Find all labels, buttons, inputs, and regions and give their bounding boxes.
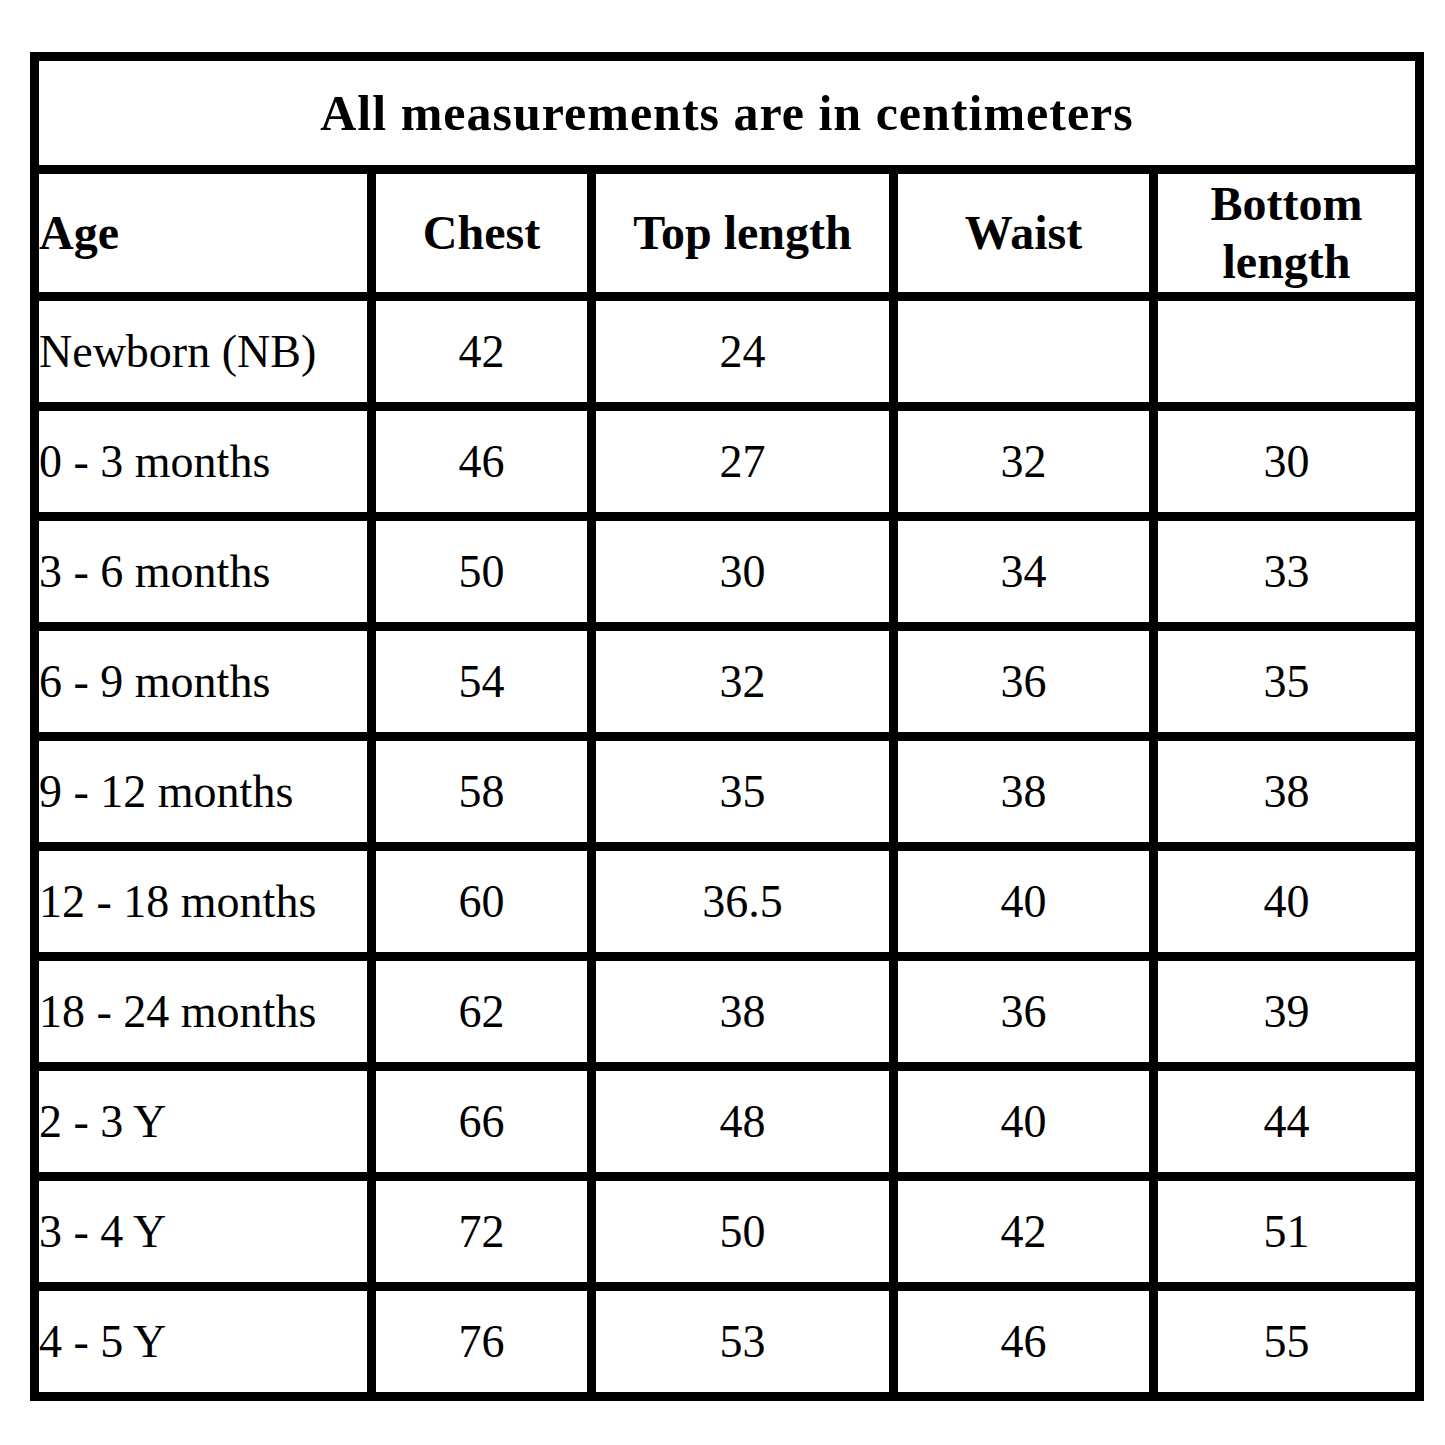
table-row-newborn: Newborn (NB) 42 24 <box>35 297 1420 407</box>
cell-age: 2 - 3 Y <box>35 1067 372 1177</box>
cell-age: 18 - 24 months <box>35 957 372 1067</box>
cell-waist: 46 <box>894 1287 1154 1397</box>
cell-bottom-length <box>1154 297 1420 407</box>
cell-waist: 42 <box>894 1177 1154 1287</box>
table-row-2-3-y: 2 - 3 Y 66 48 40 44 <box>35 1067 1420 1177</box>
cell-age: 4 - 5 Y <box>35 1287 372 1397</box>
cell-bottom-length: 44 <box>1154 1067 1420 1177</box>
column-header-bottom-length: Bottom length <box>1154 170 1420 297</box>
column-header-age: Age <box>35 170 372 297</box>
cell-chest: 62 <box>372 957 592 1067</box>
cell-top-length: 32 <box>592 627 894 737</box>
cell-chest: 54 <box>372 627 592 737</box>
cell-top-length: 48 <box>592 1067 894 1177</box>
column-header-chest: Chest <box>372 170 592 297</box>
table-header-row: Age Chest Top length Waist Bottom length <box>35 170 1420 297</box>
cell-chest: 50 <box>372 517 592 627</box>
cell-chest: 42 <box>372 297 592 407</box>
cell-top-length: 30 <box>592 517 894 627</box>
cell-bottom-length: 35 <box>1154 627 1420 737</box>
table-row-3-4-y: 3 - 4 Y 72 50 42 51 <box>35 1177 1420 1287</box>
cell-waist: 34 <box>894 517 1154 627</box>
cell-age: Newborn (NB) <box>35 297 372 407</box>
table-title: All measurements are in centimeters <box>35 57 1420 170</box>
cell-waist: 40 <box>894 847 1154 957</box>
column-header-top-length: Top length <box>592 170 894 297</box>
cell-waist: 36 <box>894 957 1154 1067</box>
table-row-0-3-months: 0 - 3 months 46 27 32 30 <box>35 407 1420 517</box>
page: All measurements are in centimeters Age … <box>0 0 1445 1445</box>
cell-waist <box>894 297 1154 407</box>
cell-bottom-length: 39 <box>1154 957 1420 1067</box>
cell-chest: 66 <box>372 1067 592 1177</box>
table-title-row: All measurements are in centimeters <box>35 57 1420 170</box>
cell-age: 9 - 12 months <box>35 737 372 847</box>
table-row-12-18-months: 12 - 18 months 60 36.5 40 40 <box>35 847 1420 957</box>
cell-age: 6 - 9 months <box>35 627 372 737</box>
table-row-3-6-months: 3 - 6 months 50 30 34 33 <box>35 517 1420 627</box>
table-row-9-12-months: 9 - 12 months 58 35 38 38 <box>35 737 1420 847</box>
size-chart-table: All measurements are in centimeters Age … <box>30 52 1424 1401</box>
cell-bottom-length: 51 <box>1154 1177 1420 1287</box>
cell-bottom-length: 40 <box>1154 847 1420 957</box>
table-row-4-5-y: 4 - 5 Y 76 53 46 55 <box>35 1287 1420 1397</box>
cell-top-length: 38 <box>592 957 894 1067</box>
cell-chest: 46 <box>372 407 592 517</box>
cell-chest: 58 <box>372 737 592 847</box>
cell-chest: 72 <box>372 1177 592 1287</box>
cell-top-length: 27 <box>592 407 894 517</box>
cell-age: 12 - 18 months <box>35 847 372 957</box>
cell-waist: 36 <box>894 627 1154 737</box>
column-header-waist: Waist <box>894 170 1154 297</box>
cell-bottom-length: 55 <box>1154 1287 1420 1397</box>
cell-bottom-length: 38 <box>1154 737 1420 847</box>
cell-age: 0 - 3 months <box>35 407 372 517</box>
cell-top-length: 50 <box>592 1177 894 1287</box>
cell-top-length: 36.5 <box>592 847 894 957</box>
cell-top-length: 35 <box>592 737 894 847</box>
cell-top-length: 24 <box>592 297 894 407</box>
cell-top-length: 53 <box>592 1287 894 1397</box>
cell-waist: 40 <box>894 1067 1154 1177</box>
cell-bottom-length: 30 <box>1154 407 1420 517</box>
cell-age: 3 - 4 Y <box>35 1177 372 1287</box>
table-row-6-9-months: 6 - 9 months 54 32 36 35 <box>35 627 1420 737</box>
cell-waist: 38 <box>894 737 1154 847</box>
cell-waist: 32 <box>894 407 1154 517</box>
cell-age: 3 - 6 months <box>35 517 372 627</box>
table-row-18-24-months: 18 - 24 months 62 38 36 39 <box>35 957 1420 1067</box>
cell-chest: 60 <box>372 847 592 957</box>
cell-chest: 76 <box>372 1287 592 1397</box>
cell-bottom-length: 33 <box>1154 517 1420 627</box>
